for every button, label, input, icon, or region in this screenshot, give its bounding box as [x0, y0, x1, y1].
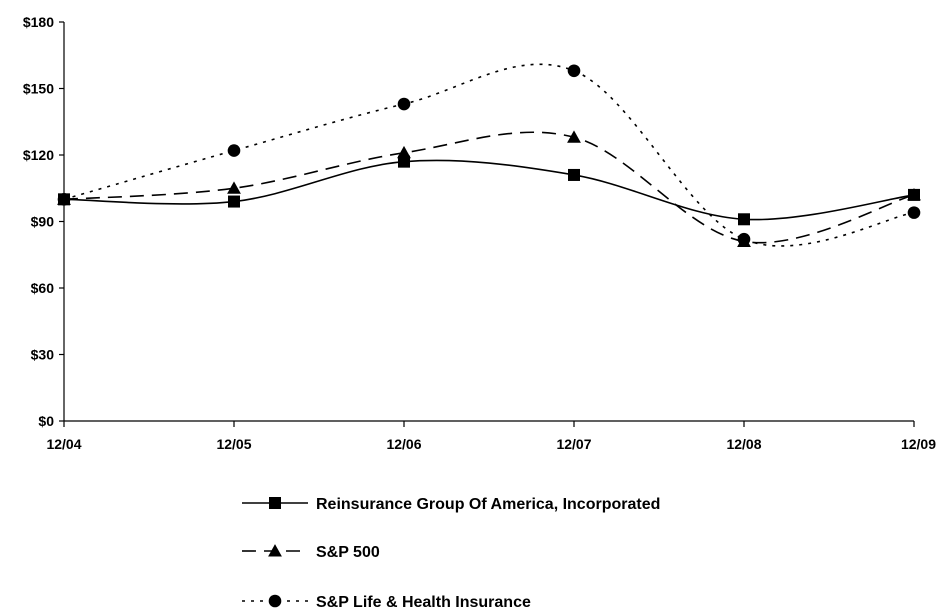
y-tick-label: $150 [23, 81, 54, 97]
x-tick-label: 12/07 [556, 436, 591, 452]
x-tick-label: 12/04 [46, 436, 81, 452]
data-point-triangle [907, 188, 921, 201]
legend-marker-triangle [268, 544, 282, 557]
series-line-1 [63, 131, 915, 244]
data-point-square [228, 195, 240, 208]
data-point-circle [567, 64, 581, 78]
data-point-circle [907, 206, 921, 219]
series-line-2 [63, 63, 915, 247]
series-line-0 [63, 159, 915, 221]
data-point-square [738, 213, 750, 226]
x-tick-label: 12/09 [901, 436, 936, 452]
data-point-square [568, 168, 580, 181]
legend-label: Reinsurance Group Of America, Incorporat… [316, 496, 660, 513]
legend-marker-circle [268, 594, 282, 608]
series-lines [63, 63, 915, 247]
y-tick-label: $180 [23, 14, 54, 30]
data-point-triangle [397, 145, 411, 159]
legend-label: S&P Life & Health Insurance [316, 594, 531, 610]
data-point-circle [397, 97, 411, 111]
y-tick-label: $60 [31, 280, 55, 296]
data-point-triangle [567, 130, 581, 143]
data-point-circle [737, 232, 751, 246]
legend-label: S&P 500 [316, 544, 380, 561]
y-tick-label: $30 [31, 347, 55, 363]
chart-axes: $0 $30 $60 $90 $120 $150 $180 12/04 12/05 12/06 12… [23, 14, 936, 452]
data-point-square [398, 155, 410, 168]
x-tick-label: 12/06 [386, 436, 421, 452]
y-tick-label: $90 [31, 214, 55, 230]
chart-legend: Reinsurance Group Of America, Incorporat… [242, 496, 660, 610]
y-tick-label: $120 [23, 147, 54, 163]
y-tick-label: $0 [38, 413, 54, 429]
legend-marker-square [269, 497, 281, 509]
series-markers [57, 64, 921, 247]
data-point-circle [227, 144, 241, 157]
data-point-circle [57, 193, 71, 206]
x-tick-label: 12/08 [726, 436, 761, 452]
data-point-triangle [227, 181, 241, 194]
x-tick-label: 12/05 [216, 436, 251, 452]
